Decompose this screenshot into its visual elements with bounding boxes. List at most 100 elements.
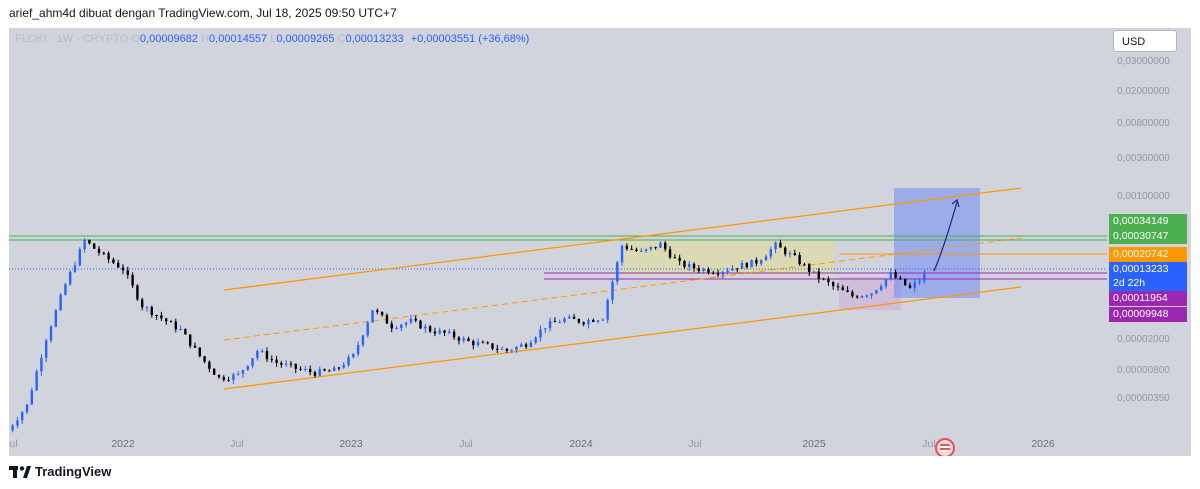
candle-body xyxy=(899,277,902,279)
candle-body xyxy=(78,249,82,266)
candle-body xyxy=(582,322,585,325)
channel-upper-line xyxy=(223,187,1022,291)
candle-body xyxy=(294,363,297,369)
candle-body xyxy=(496,348,499,350)
candle-body xyxy=(889,272,892,279)
candle-body xyxy=(520,344,523,347)
tradingview-logo[interactable]: TradingView xyxy=(9,464,111,479)
candle-body xyxy=(256,351,259,359)
candle-body xyxy=(812,271,816,273)
candle-body xyxy=(630,248,633,250)
candle-body xyxy=(620,245,624,263)
x-tick-label: Jul xyxy=(230,438,244,450)
candle-body xyxy=(222,377,225,380)
candle-body xyxy=(879,286,883,291)
candle-body xyxy=(707,268,710,273)
candle-body xyxy=(11,425,14,431)
candle-body xyxy=(174,321,177,330)
x-tick-label: Jul xyxy=(922,438,936,450)
candle-body xyxy=(903,278,907,286)
candle-body xyxy=(668,249,672,258)
x-tick-label: Jul xyxy=(688,438,702,450)
candle-body xyxy=(380,311,384,315)
candle-body xyxy=(136,285,139,300)
chart-area[interactable]: FLOKI · 1W · CRYPTO O0,00009682 H0,00014… xyxy=(9,28,1107,456)
candle-body xyxy=(491,343,494,349)
candle-body xyxy=(803,264,806,266)
price-axis[interactable]: USD 0,03000000 0,02000000 0,00800000 0,0… xyxy=(1107,28,1191,456)
x-tick-label: 2024 xyxy=(569,438,593,450)
candle-body xyxy=(212,368,216,375)
legend-low-label: L xyxy=(270,33,277,45)
candle-body xyxy=(390,323,393,329)
candle-body xyxy=(208,361,211,369)
legend-open-label: O xyxy=(131,33,140,45)
bar-countdown: 2d 22h xyxy=(1109,277,1187,291)
candle-body xyxy=(726,270,729,272)
candle-body xyxy=(400,324,403,328)
candle-body xyxy=(140,299,144,308)
candle-body xyxy=(572,316,576,320)
candle-body xyxy=(721,271,725,275)
candle-body xyxy=(452,331,456,338)
candle-body xyxy=(395,327,398,329)
candle-body xyxy=(875,290,878,294)
candle-body xyxy=(702,268,705,272)
candle-body xyxy=(49,326,53,341)
legend-high-label: H xyxy=(201,33,210,45)
candle-body xyxy=(145,307,149,309)
candle-body xyxy=(265,351,269,360)
candle-body xyxy=(827,278,830,283)
candle-body xyxy=(779,242,782,248)
candle-body xyxy=(318,369,321,376)
candle-body xyxy=(640,250,643,252)
candle-body xyxy=(817,271,820,279)
candle-body xyxy=(227,379,230,381)
candle-body xyxy=(328,370,331,372)
candle-body xyxy=(102,252,106,254)
candle-body xyxy=(740,262,744,269)
candle-body xyxy=(352,353,355,358)
candle-body xyxy=(678,257,681,262)
candle-body xyxy=(539,329,542,338)
price-chart[interactable] xyxy=(9,28,1107,456)
candle-body xyxy=(385,314,389,324)
candle-body xyxy=(654,246,657,248)
candle-body xyxy=(918,280,921,283)
candle-body xyxy=(73,265,77,272)
candle-body xyxy=(846,290,849,292)
us-flag-event-icon[interactable] xyxy=(935,438,955,456)
candle-body xyxy=(544,328,547,330)
y-tick-label: 0,02000000 xyxy=(1117,86,1170,97)
candle-body xyxy=(107,253,110,260)
candle-body xyxy=(414,318,417,321)
channel-lower-line xyxy=(223,286,1022,390)
candle-body xyxy=(592,320,595,322)
candle-body xyxy=(755,259,758,264)
candle-body xyxy=(193,345,197,348)
candle-body xyxy=(260,351,264,353)
candle-body xyxy=(304,368,307,370)
candle-body xyxy=(184,329,187,335)
candle-body xyxy=(424,326,427,329)
candle-body xyxy=(433,331,437,334)
currency-button[interactable]: USD xyxy=(1113,30,1177,52)
candle-body xyxy=(428,326,432,332)
candle-body xyxy=(203,356,206,362)
candle-body xyxy=(366,322,369,336)
candle-body xyxy=(644,249,648,251)
candle-body xyxy=(769,249,773,257)
candle-body xyxy=(750,259,753,268)
candle-body xyxy=(40,357,43,372)
candle-body xyxy=(313,372,317,376)
candle-body xyxy=(764,256,768,261)
candle-body xyxy=(606,299,609,320)
x-tick-label: 2023 xyxy=(339,438,363,450)
candle-body xyxy=(131,274,134,286)
legend-symbol[interactable]: FLOKI · 1W · CRYPTO xyxy=(15,33,129,45)
candle-body xyxy=(54,310,58,327)
x-tick-label: Jul xyxy=(459,438,473,450)
candle-body xyxy=(112,259,115,263)
candle-body xyxy=(236,373,240,375)
candle-body xyxy=(515,346,518,351)
